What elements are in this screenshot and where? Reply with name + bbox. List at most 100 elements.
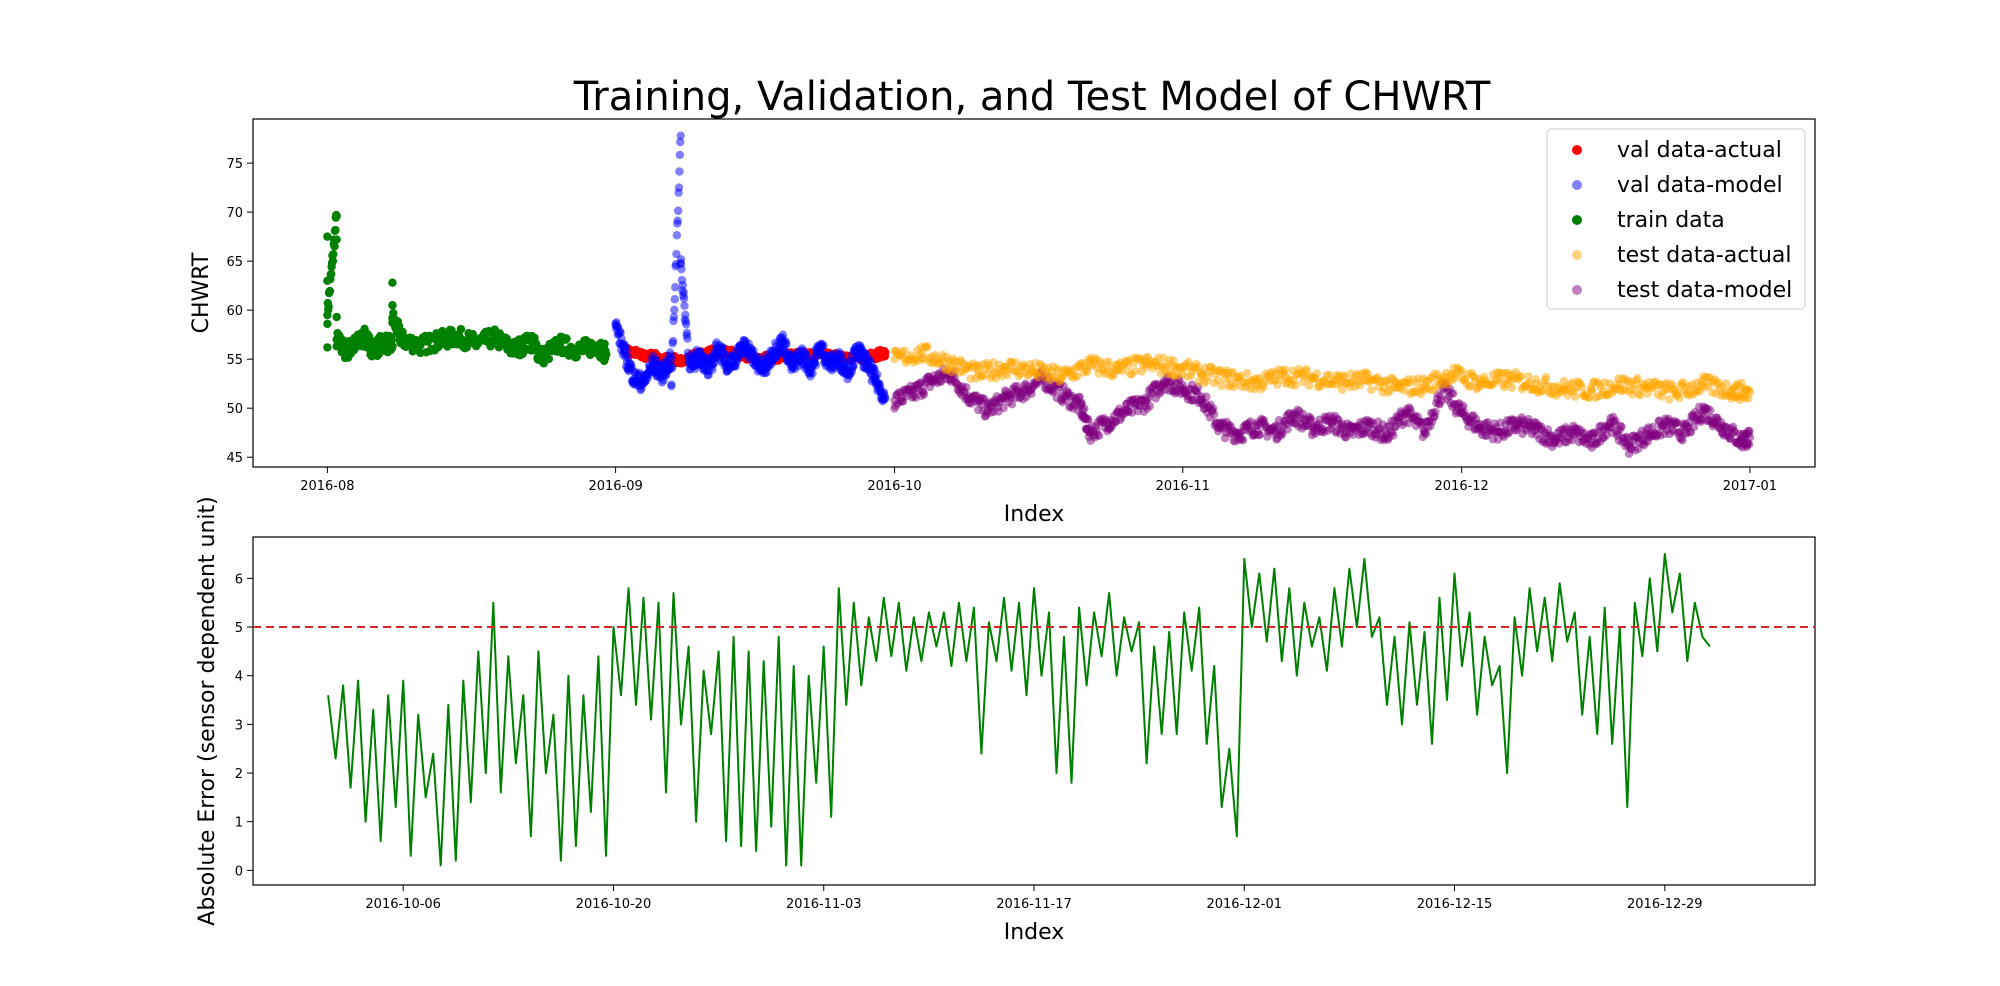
data-point: [331, 225, 340, 235]
legend-label: train data: [1617, 208, 1725, 233]
y-tick-label: 65: [226, 255, 243, 270]
y-tick-label: 50: [226, 402, 243, 417]
data-point: [900, 346, 909, 355]
data-point: [1587, 385, 1597, 395]
figure-title: Training, Validation, and Test Model of …: [573, 74, 1491, 120]
data-point: [1072, 372, 1082, 381]
data-point: [1389, 431, 1398, 440]
y-tick-label: 2: [235, 767, 243, 782]
data-point: [676, 255, 686, 264]
data-point: [562, 334, 571, 343]
data-point: [387, 335, 396, 344]
data-point: [676, 137, 685, 147]
data-point: [388, 301, 397, 310]
data-point: [1145, 401, 1154, 411]
data-point: [873, 370, 882, 379]
data-point: [673, 216, 682, 225]
data-point: [919, 390, 929, 399]
legend-marker: [1572, 145, 1582, 155]
x-tick-label: 2016-12-01: [1206, 897, 1282, 912]
data-point: [325, 286, 335, 296]
y-tick-label: 5: [235, 621, 243, 636]
data-point: [674, 183, 684, 192]
data-point: [1664, 395, 1674, 404]
y-tick-label: 45: [226, 451, 243, 466]
data-point: [1236, 371, 1245, 380]
legend-label: test data-model: [1617, 278, 1792, 303]
data-point: [1745, 426, 1754, 436]
x-axis-label: Index: [1004, 502, 1065, 527]
data-point: [1367, 385, 1376, 395]
legend: val data-actual val data-model train data t…: [1546, 128, 1806, 310]
data-point: [1531, 375, 1541, 384]
x-tick-label: 2016-08: [300, 479, 354, 494]
data-point: [1209, 410, 1219, 419]
data-point: [323, 232, 332, 241]
data-point: [1083, 414, 1093, 424]
series-test-data-model: [890, 364, 1755, 458]
y-axis-label: Absolute Error (sensor dependent unit): [195, 496, 220, 925]
data-point: [332, 210, 341, 220]
data-point: [778, 330, 788, 339]
data-point: [989, 358, 998, 367]
legend-marker: [1572, 180, 1582, 190]
x-tick-label: 2016-10-20: [576, 897, 652, 912]
data-point: [811, 361, 821, 370]
data-point: [1312, 369, 1321, 378]
data-point: [676, 131, 685, 140]
data-point: [388, 278, 397, 287]
data-point: [387, 343, 397, 353]
y-tick-label: 6: [235, 572, 243, 587]
data-point: [670, 295, 679, 304]
data-point: [999, 403, 1008, 413]
y-tick-label: 3: [235, 718, 243, 733]
series-test-data-actual: [890, 341, 1755, 405]
data-point: [675, 150, 685, 160]
y-tick-label: 75: [226, 157, 243, 172]
data-point: [329, 250, 338, 259]
data-point: [670, 305, 679, 315]
data-point: [679, 288, 688, 297]
data-point: [1449, 389, 1458, 398]
data-point: [330, 242, 339, 251]
data-point: [1643, 389, 1652, 398]
data-point: [1459, 401, 1468, 411]
data-point: [669, 312, 679, 322]
data-point: [323, 343, 332, 352]
data-point: [1516, 371, 1526, 381]
data-point: [456, 324, 466, 334]
x-tick-label: 2016-11-17: [996, 897, 1072, 912]
data-point: [667, 381, 676, 391]
data-point: [398, 327, 407, 337]
data-point: [323, 319, 332, 329]
data-point: [679, 294, 689, 303]
legend-label: test data-actual: [1617, 243, 1791, 268]
data-point: [681, 310, 690, 319]
data-point: [1003, 371, 1012, 380]
data-point: [681, 320, 691, 329]
data-point: [1678, 436, 1687, 445]
data-point: [1744, 385, 1754, 395]
x-tick-label: 2016-11: [1156, 479, 1210, 494]
data-point: [666, 351, 676, 360]
data-point: [329, 235, 339, 244]
data-point: [1302, 365, 1311, 374]
data-point: [1571, 392, 1580, 401]
x-tick-label: 2016-12-15: [1417, 897, 1493, 912]
data-point: [1283, 425, 1292, 434]
data-point: [1457, 366, 1466, 375]
data-point: [1280, 365, 1290, 374]
data-point: [1705, 406, 1715, 415]
data-point: [673, 206, 683, 215]
data-point: [1131, 366, 1140, 376]
data-point: [1722, 379, 1731, 388]
data-point: [880, 352, 890, 361]
data-point: [1744, 394, 1753, 403]
data-point: [1635, 391, 1645, 400]
legend-marker: [1572, 250, 1582, 260]
data-point: [1524, 372, 1533, 381]
data-point: [1421, 429, 1431, 439]
bottom-line-plot: 2016-10-06 2016-10-20 2016-11-03 2016-11-17…: [195, 496, 1816, 945]
data-point: [324, 302, 333, 311]
data-point: [1083, 367, 1092, 377]
